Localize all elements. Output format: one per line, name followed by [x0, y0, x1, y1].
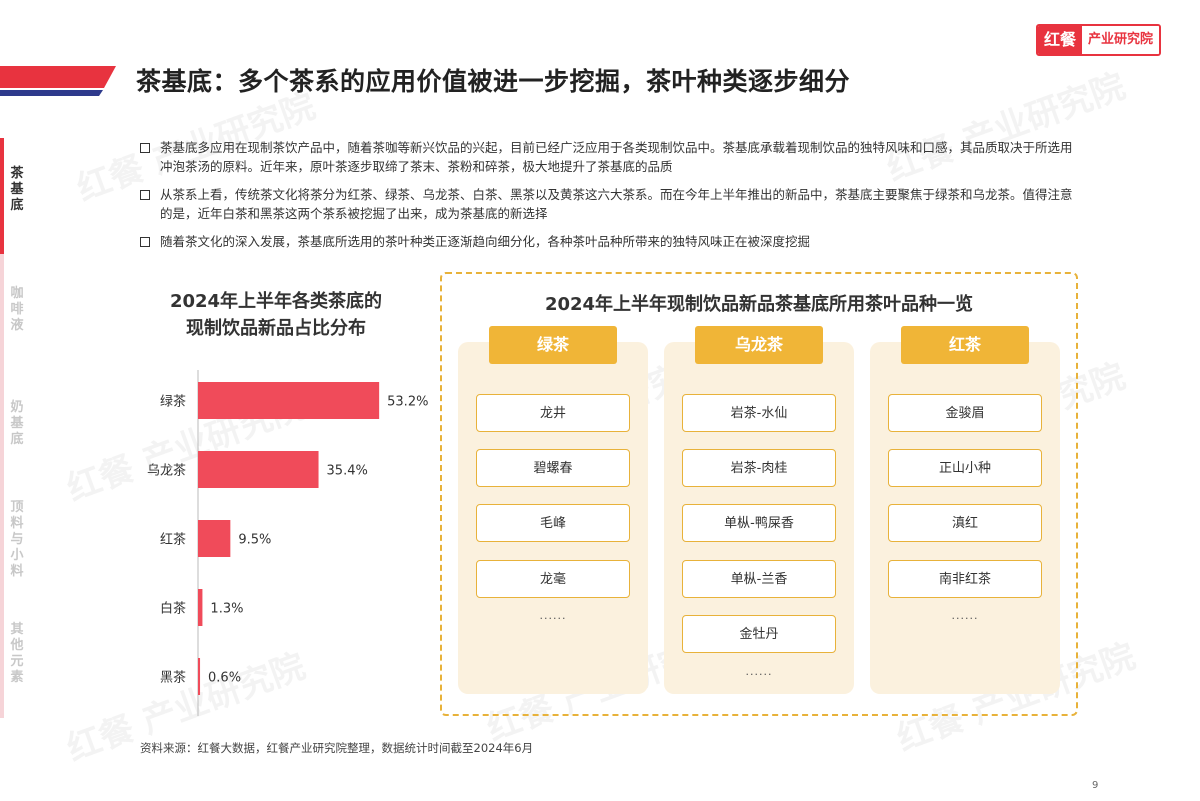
page-number: 9: [1092, 780, 1099, 791]
category-label: 黑茶: [160, 670, 186, 686]
value-label: 1.3%: [210, 602, 243, 617]
column-header-black-tea: 红茶: [901, 326, 1029, 364]
bullet-item: 从茶系上看，传统茶文化将茶分为红茶、绿茶、乌龙茶、白茶、黑茶以及黄茶这六大茶系。…: [140, 185, 1080, 223]
more-indicator: ······: [539, 612, 567, 625]
square-bullet-icon: [140, 237, 150, 247]
more-indicator: ······: [951, 612, 979, 625]
bar: [198, 451, 319, 488]
category-label: 绿茶: [160, 394, 186, 410]
category-label: 乌龙茶: [147, 463, 186, 479]
bar: [198, 382, 380, 419]
tea-item: 龙毫: [476, 560, 630, 598]
tea-item: 龙井: [476, 394, 630, 432]
sidebar-track: [0, 138, 4, 718]
bar: [198, 520, 231, 557]
chart-title-line2: 现制饮品新品占比分布: [186, 318, 366, 339]
brand-logo: 红餐 产业研究院: [1036, 24, 1162, 56]
sidebar-active-indicator: [0, 138, 4, 254]
tea-item: 单枞-兰香: [682, 560, 836, 598]
sidebar-item-tea-base[interactable]: 茶基底: [10, 166, 24, 213]
sidebar-item-coffee[interactable]: 咖啡液: [10, 286, 24, 333]
category-label: 红茶: [160, 532, 186, 548]
square-bullet-icon: [140, 190, 150, 200]
tea-item: 金骏眉: [888, 394, 1042, 432]
tea-variety-panel: [440, 272, 1078, 716]
logo-brand: 红餐: [1038, 26, 1083, 54]
bullet-list: 茶基底多应用在现制茶饮产品中，随着茶咖等新兴饮品的兴起，目前已经广泛应用于各类现…: [140, 138, 1080, 260]
tea-item: 岩茶-肉桂: [682, 449, 836, 487]
value-label: 53.2%: [387, 395, 428, 410]
bar: [198, 589, 203, 626]
category-label: 白茶: [160, 601, 186, 617]
column-header-green-tea: 绿茶: [489, 326, 617, 364]
bullet-text: 茶基底多应用在现制茶饮产品中，随着茶咖等新兴饮品的兴起，目前已经广泛应用于各类现…: [160, 140, 1073, 174]
header-accent-bar: [0, 66, 116, 96]
tea-item: 岩茶-水仙: [682, 394, 836, 432]
column-header-oolong-tea: 乌龙茶: [695, 326, 823, 364]
bar-chart: 绿茶 53.2% 乌龙茶 35.4% 红茶 9.5% 白茶 1.3% 黑茶 0.6%: [147, 370, 428, 716]
chart-title-line1: 2024年上半年各类茶底的: [169, 291, 383, 312]
tea-item: 正山小种: [888, 449, 1042, 487]
tea-item: 毛峰: [476, 504, 630, 542]
bullet-item: 茶基底多应用在现制茶饮产品中，随着茶咖等新兴饮品的兴起，目前已经广泛应用于各类现…: [140, 138, 1080, 176]
logo-org: 产业研究院: [1082, 26, 1160, 54]
square-bullet-icon: [140, 143, 150, 153]
bullet-item: 随着茶文化的深入发展，茶基底所选用的茶叶种类正逐渐趋向细分化，各种茶叶品种所带来…: [140, 232, 1080, 251]
sidebar-item-others[interactable]: 其他元素: [10, 622, 24, 685]
bar: [198, 658, 201, 695]
tea-item: 滇红: [888, 504, 1042, 542]
tea-item: 金牡丹: [682, 615, 836, 653]
tea-item: 单枞-鸭屎香: [682, 504, 836, 542]
page-title: 茶基底：多个茶系的应用价值被进一步挖掘，茶叶种类逐步细分: [136, 67, 851, 96]
panel-title: 2024年上半年现制饮品新品茶基底所用茶叶品种一览: [544, 294, 974, 315]
tea-item: 南非红茶: [888, 560, 1042, 598]
value-label: 9.5%: [238, 533, 271, 548]
sidebar-item-milk-base[interactable]: 奶基底: [10, 400, 24, 447]
value-label: 35.4%: [327, 464, 368, 479]
more-indicator: ······: [745, 668, 773, 681]
source-note: 资料来源：红餐大数据，红餐产业研究院整理，数据统计时间截至2024年6月: [140, 741, 534, 755]
tea-item: 碧螺春: [476, 449, 630, 487]
bullet-text: 从茶系上看，传统茶文化将茶分为红茶、绿茶、乌龙茶、白茶、黑茶以及黄茶这六大茶系。…: [160, 187, 1073, 221]
value-label: 0.6%: [208, 671, 241, 686]
bullet-text: 随着茶文化的深入发展，茶基底所选用的茶叶种类正逐渐趋向细分化，各种茶叶品种所带来…: [160, 234, 811, 249]
sidebar-item-toppings[interactable]: 顶料与小料: [10, 500, 24, 579]
chart-title: 2024年上半年各类茶底的 现制饮品新品占比分布: [140, 288, 412, 342]
